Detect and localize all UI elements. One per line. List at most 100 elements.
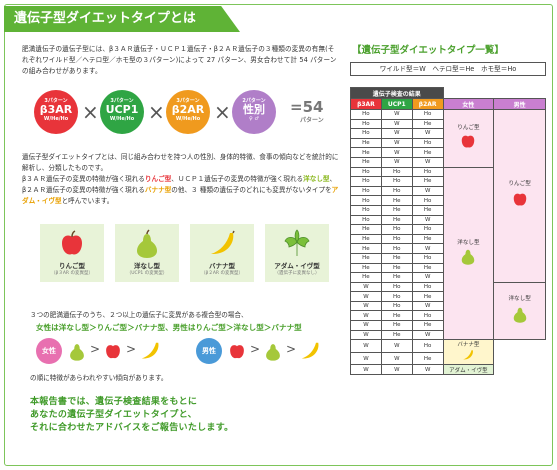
- banana-icon: [463, 350, 474, 360]
- description-p2: β３ＡＲ遺伝子の変異の特徴が強く現れるりんご型、ＵＣＰ１遺伝子の変異の特徴が強く…: [22, 174, 340, 207]
- description-p1: 遺伝子型ダイエットタイプとは、同じ組み合わせを持つ人の性別、身体的特徴、食事の傾…: [22, 153, 339, 172]
- genotype-cell: W: [350, 300, 382, 312]
- report-line: 本報告書では、遺伝子検査結果をもとに: [30, 397, 198, 407]
- genotype-cell: Ho: [380, 243, 413, 254]
- gene-variants: W/He/Ho: [43, 116, 69, 122]
- apple-icon: [462, 135, 475, 148]
- table-row: He He W: [350, 272, 546, 283]
- genotype-cell: W: [411, 128, 444, 139]
- pattern-formula: 3パターン β3AR W/He/Ho × 3パターン UCP1 W/He/Ho …: [34, 90, 334, 136]
- type-cards: りんご型 （β３AR の変異型） 洋なし型 （UCP1 の変異型） バナナ型 （…: [40, 224, 330, 282]
- genotype-cell: He: [350, 233, 382, 245]
- genotype-cell: He: [380, 310, 413, 322]
- genotype-cell: W: [350, 310, 382, 322]
- table-row: He Ho He: [350, 233, 546, 245]
- banana-type-highlight: バナナ型: [144, 186, 172, 194]
- genotype-cell: He: [380, 195, 413, 206]
- male-type-cell: りんご型: [493, 109, 546, 283]
- genotype-cell: He: [411, 176, 444, 187]
- pear-type-highlight: 洋なし型: [303, 175, 330, 183]
- genotype-cell: W: [411, 329, 444, 341]
- times-sign: ×: [82, 100, 99, 124]
- female-type-label: バナナ型: [457, 342, 480, 349]
- genotype-cell: He: [350, 224, 382, 235]
- genotype-cell: Ho: [380, 224, 413, 235]
- diet-type-table: 遺伝子検査の結果 β3AR UCP1 β2AR 女性 男性 Ho W Ho りんご型り…: [350, 87, 546, 375]
- type-sub: （遺伝子に変異なし）: [274, 271, 320, 276]
- intro-text: 肥満遺伝子の遺伝子型には、β３ＡＲ遺伝子・ＵＣＰ１遺伝子・β２ＡＲ遺伝子の３種類…: [22, 45, 337, 75]
- report-line: それに合わせたアドバイスをご報告いたします。: [30, 423, 234, 433]
- table-row: Ho Ho Ho 洋なし型: [350, 166, 546, 341]
- genotype-cell: He: [380, 262, 413, 274]
- genotype-cell: Ho: [380, 233, 413, 245]
- result-value: =54: [290, 98, 324, 116]
- table-row: W W W アダム・イヴ型: [350, 364, 546, 375]
- genotype-cell: Ho: [350, 195, 382, 206]
- table-row: W Ho Ho 洋なし型: [350, 281, 546, 341]
- report-summary: 本報告書では、遺伝子検査結果をもとに あなたの遺伝子型ダイエットタイプと、 それ…: [30, 396, 233, 435]
- report-line: あなたの遺伝子型ダイエットタイプと、: [30, 410, 197, 420]
- table-header-group: 遺伝子検査の結果: [350, 87, 444, 99]
- empty-cell: [493, 339, 546, 353]
- genotype-cell: He: [380, 329, 413, 341]
- priority-order: 女性は洋なし型＞りんご型＞バナナ型、男性はりんご型＞洋なし型＞バナナ型: [36, 323, 302, 332]
- female-badge: 女性: [36, 338, 62, 364]
- desc-text: と呼んでいます。: [61, 197, 114, 205]
- genotype-cell: W: [411, 272, 444, 283]
- female-type-cell: 洋なし型: [442, 166, 495, 341]
- table-row: Ho W W: [350, 128, 546, 139]
- genotype-cell: W: [350, 364, 382, 375]
- genotype-cell: W: [350, 281, 382, 293]
- table-row: W He Ho: [350, 310, 546, 322]
- genotype-cell: W: [411, 185, 444, 197]
- desc-text: 、β２ＡＲ遺伝子の変異の特徴が強く現れる: [22, 175, 337, 194]
- genotype-cell: He: [411, 351, 444, 366]
- genotype-cell: He: [411, 118, 444, 130]
- female-type-label: アダム・イヴ型: [449, 367, 488, 374]
- pattern-count: 3パターン: [110, 98, 134, 104]
- genotype-cell: Ho: [411, 281, 444, 293]
- table-row: He W He: [350, 147, 546, 158]
- banana-icon: [211, 230, 235, 255]
- apple-type-highlight: りんご型: [144, 175, 172, 183]
- genotype-cell: W: [350, 329, 382, 341]
- type-name: アダム・イヴ型: [274, 262, 320, 270]
- genotype-cell: W: [380, 147, 413, 158]
- genotype-cell: He: [350, 272, 382, 283]
- genotype-cell: W: [350, 291, 382, 302]
- banana-icon: [141, 342, 159, 359]
- genotype-cell: He: [380, 320, 413, 331]
- column-header-beta3ar: β3AR: [350, 98, 382, 110]
- apple-icon: [106, 345, 120, 359]
- genotype-cell: He: [411, 262, 444, 274]
- genotype-cell: He: [380, 272, 413, 283]
- female-type-cell: りんご型: [442, 109, 495, 168]
- pear-icon: [70, 344, 84, 361]
- greater-than: >: [90, 342, 101, 356]
- genotype-cell: Ho: [350, 185, 382, 197]
- beta2ar-circle: 3パターン β2AR W/He/Ho: [166, 90, 210, 134]
- male-type-label: りんご型: [508, 180, 531, 187]
- gene-name: β2AR: [171, 103, 205, 116]
- genotype-cell: Ho: [380, 166, 413, 178]
- pattern-count: 3パターン: [44, 98, 68, 104]
- female-type-label: 洋なし型: [457, 240, 480, 247]
- genotype-cell: He: [350, 156, 382, 168]
- greater-than: >: [286, 342, 297, 356]
- genotype-cell: He: [350, 147, 382, 158]
- type-name: バナナ型: [209, 262, 235, 270]
- genotype-cell: He: [411, 233, 444, 245]
- desc-text: β３ＡＲ遺伝子の変異の特徴が強く現れる: [22, 175, 145, 183]
- column-header-female: 女性: [442, 98, 495, 110]
- apple-icon: [230, 345, 244, 359]
- gene-variants: ♀ ♂: [249, 116, 259, 122]
- type-card-banana: バナナ型 （β２AR の変異型）: [190, 224, 254, 282]
- genotype-cell: W: [380, 351, 413, 366]
- pear-icon: [462, 250, 475, 266]
- beta3ar-circle: 3パターン β3AR W/He/Ho: [34, 90, 78, 134]
- pattern-count: 2パターン: [242, 98, 266, 104]
- genotype-cell: Ho: [411, 166, 444, 178]
- genotype-cell: Ho: [350, 176, 382, 187]
- genotype-cell: He: [350, 262, 382, 274]
- gene-name: UCP1: [105, 103, 139, 116]
